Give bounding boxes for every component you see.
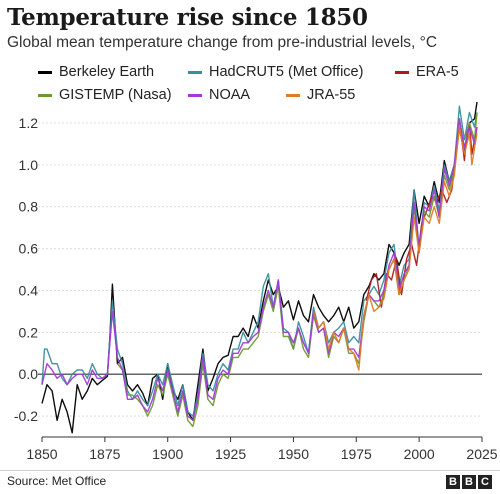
x-tick-label: 1975 xyxy=(341,446,372,462)
legend-label: NOAA xyxy=(209,87,251,103)
legend-label: HadCRUT5 (Met Office) xyxy=(209,64,364,80)
legend-item: Berkeley Earth xyxy=(38,62,154,82)
chart-title: Temperature rise since 1850 xyxy=(7,4,368,31)
source-note: Source: Met Office xyxy=(7,474,107,488)
legend-item: NOAA xyxy=(188,85,250,105)
x-tick-label: 2000 xyxy=(404,446,435,462)
temperature-line-chart: -0.2 0.0 0.2 0.4 0.6 0.8 1.0 1.2 1850 1875 1900 192… xyxy=(14,101,498,462)
chart-subtitle: Global mean temperature change from pre-… xyxy=(7,34,438,51)
y-tick-label: 0.6 xyxy=(19,241,39,257)
y-tick-label: -0.2 xyxy=(14,408,38,424)
x-tick-label: 1950 xyxy=(278,446,309,462)
legend-label: JRA-55 xyxy=(307,87,356,103)
x-tick-label: 2025 xyxy=(466,446,497,462)
legend-item: HadCRUT5 (Met Office) xyxy=(188,62,363,82)
x-tick-label: 1850 xyxy=(26,446,57,462)
bbc-logo-letter-b1: B xyxy=(446,475,460,489)
series-line-berkeley-earth xyxy=(41,101,478,434)
legend-swatch xyxy=(188,70,202,74)
legend-swatch xyxy=(395,70,409,74)
y-tick-label: 1.2 xyxy=(19,115,39,131)
x-tick-label: 1875 xyxy=(89,446,120,462)
series-line-era-5 xyxy=(365,122,478,308)
legend-item: ERA-5 xyxy=(395,62,459,82)
legend-swatch xyxy=(38,70,52,74)
legend-label: GISTEMP (Nasa) xyxy=(59,87,172,103)
chart-legend: Berkeley Earth HadCRUT5 (Met Office) ERA-5… xyxy=(38,62,500,108)
legend-swatch xyxy=(188,93,202,97)
y-tick-label: 0.8 xyxy=(19,199,39,215)
series-line-noaa xyxy=(41,118,478,421)
x-tick-label: 1900 xyxy=(152,446,183,462)
legend-label: ERA-5 xyxy=(416,64,459,80)
bbc-logo-letter-c: C xyxy=(478,475,492,489)
legend-item: GISTEMP (Nasa) xyxy=(38,85,172,105)
y-tick-label: 0.4 xyxy=(19,282,39,298)
x-tick-label: 1925 xyxy=(215,446,246,462)
y-tick-label: 0.2 xyxy=(19,324,39,340)
footer-divider xyxy=(0,470,500,471)
y-tick-label: 0.0 xyxy=(19,366,39,382)
legend-label: Berkeley Earth xyxy=(59,64,155,80)
legend-item: JRA-55 xyxy=(286,85,355,105)
bbc-logo-letter-b2: B xyxy=(462,475,476,489)
y-tick-label: 1.0 xyxy=(19,157,39,173)
series-line-jra-55 xyxy=(312,126,478,371)
legend-swatch xyxy=(286,93,300,97)
legend-swatch xyxy=(38,93,52,97)
bbc-logo: B B C xyxy=(446,475,492,489)
